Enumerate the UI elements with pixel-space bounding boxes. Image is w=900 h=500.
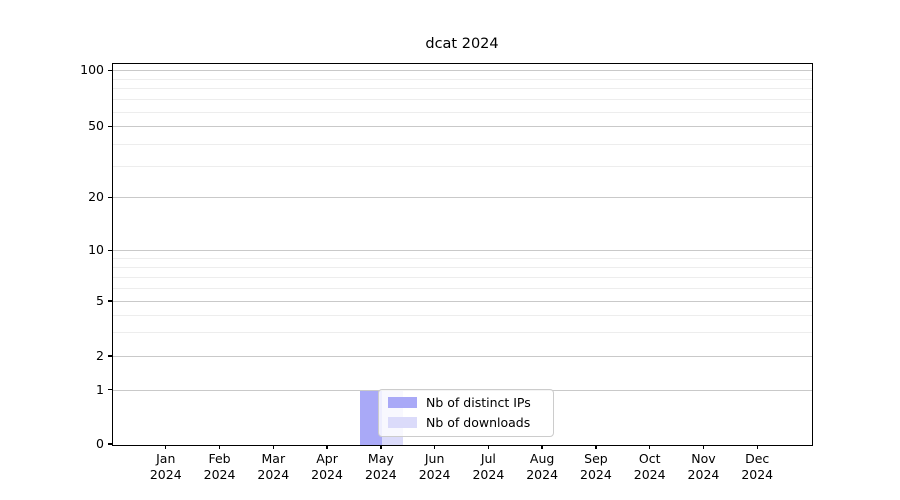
chart-title: dcat 2024 bbox=[425, 36, 499, 52]
x-tick-label: Oct 2024 bbox=[634, 451, 666, 482]
minor-gridline bbox=[113, 331, 812, 333]
x-tick-label: May 2024 bbox=[365, 451, 397, 482]
plot-area: Nb of distinct IPs Nb of downloads bbox=[112, 63, 813, 446]
x-tick-mark bbox=[433, 445, 436, 450]
minor-gridline bbox=[113, 88, 812, 90]
x-tick-mark bbox=[165, 445, 167, 450]
minor-gridline bbox=[113, 165, 812, 167]
legend-label: Nb of distinct IPs bbox=[426, 395, 531, 410]
major-gridline bbox=[113, 70, 812, 72]
x-tick-year: 2024 bbox=[203, 466, 236, 482]
x-tick-year: 2024 bbox=[364, 466, 397, 482]
x-tick-mark bbox=[272, 445, 274, 450]
x-tick-label: Apr 2024 bbox=[311, 451, 343, 482]
x-tick-month: Apr bbox=[316, 451, 338, 466]
x-tick-mark bbox=[218, 445, 221, 450]
x-tick-month: Dec bbox=[745, 451, 770, 466]
x-tick-year: 2024 bbox=[633, 466, 666, 482]
y-tick-mark bbox=[107, 125, 112, 128]
y-tick-mark bbox=[107, 300, 112, 302]
y-tick-label: 20 bbox=[88, 189, 104, 205]
x-tick-month: Jan bbox=[156, 451, 176, 466]
x-tick-label: Mar 2024 bbox=[257, 451, 289, 482]
minor-gridline bbox=[113, 111, 812, 113]
x-tick-label: Feb 2024 bbox=[204, 451, 236, 482]
x-tick-year: 2024 bbox=[580, 466, 612, 482]
x-tick-month: Nov bbox=[691, 451, 716, 466]
x-tick-label: Jan 2024 bbox=[150, 451, 182, 482]
major-gridline bbox=[113, 197, 812, 199]
x-tick-year: 2024 bbox=[687, 466, 720, 482]
y-tick-label: 5 bbox=[96, 293, 104, 309]
x-tick-label: Jul 2024 bbox=[472, 451, 504, 482]
x-tick-month: Mar bbox=[261, 451, 286, 466]
minor-gridline bbox=[113, 78, 812, 80]
x-tick-month: Sep bbox=[584, 451, 608, 466]
x-tick-label: Jun 2024 bbox=[419, 451, 451, 482]
y-tick-mark bbox=[107, 196, 112, 199]
y-tick-label: 0 bbox=[96, 436, 104, 451]
x-tick-year: 2024 bbox=[472, 466, 505, 482]
x-tick-mark bbox=[648, 445, 651, 450]
major-gridline bbox=[113, 250, 812, 252]
x-tick-year: 2024 bbox=[418, 466, 451, 482]
x-tick-year: 2024 bbox=[526, 466, 559, 482]
y-tick-mark bbox=[107, 249, 112, 252]
x-tick-mark bbox=[326, 445, 328, 450]
minor-gridline bbox=[113, 287, 812, 289]
y-tick-label: 100 bbox=[80, 62, 104, 78]
x-tick-month: Jul bbox=[480, 451, 496, 466]
legend-item: Nb of distinct IPs bbox=[388, 395, 544, 410]
x-tick-year: 2024 bbox=[311, 466, 343, 482]
x-tick-label: Dec 2024 bbox=[741, 451, 773, 482]
x-tick-label: Nov 2024 bbox=[688, 451, 720, 482]
legend-item: Nb of downloads bbox=[388, 415, 544, 430]
y-tick-label: 50 bbox=[88, 118, 104, 134]
minor-gridline bbox=[113, 276, 812, 278]
minor-gridline bbox=[113, 143, 812, 145]
legend-swatch-downloads bbox=[388, 417, 417, 428]
x-tick-month: Aug bbox=[529, 451, 555, 466]
y-tick-label: 1 bbox=[96, 381, 104, 397]
minor-gridline bbox=[113, 258, 812, 260]
y-tick-mark bbox=[107, 443, 112, 445]
x-tick-mark bbox=[702, 445, 705, 450]
x-tick-year: 2024 bbox=[741, 466, 774, 482]
minor-gridline bbox=[113, 266, 812, 268]
y-tick-mark bbox=[107, 355, 112, 357]
x-tick-year: 2024 bbox=[257, 466, 290, 482]
x-tick-year: 2024 bbox=[149, 466, 182, 482]
minor-gridline bbox=[113, 99, 812, 101]
major-gridline bbox=[113, 356, 812, 358]
major-gridline bbox=[113, 126, 812, 128]
x-tick-label: Aug 2024 bbox=[526, 451, 558, 482]
x-tick-month: Feb bbox=[208, 451, 231, 466]
x-tick-mark bbox=[487, 445, 490, 450]
y-tick-mark bbox=[107, 388, 112, 391]
y-tick-label: 2 bbox=[96, 348, 104, 364]
x-tick-mark bbox=[541, 445, 543, 450]
x-tick-month: May bbox=[367, 451, 394, 466]
x-tick-mark bbox=[756, 445, 758, 450]
x-tick-mark bbox=[380, 445, 382, 450]
legend: Nb of distinct IPs Nb of downloads bbox=[378, 389, 554, 437]
major-gridline bbox=[113, 301, 812, 303]
legend-label: Nb of downloads bbox=[426, 415, 531, 430]
x-tick-month: Jun bbox=[424, 451, 445, 466]
legend-swatch-distinct-ips bbox=[388, 397, 417, 408]
x-tick-month: Oct bbox=[638, 451, 661, 466]
x-tick-mark bbox=[595, 445, 597, 450]
minor-gridline bbox=[113, 314, 812, 316]
x-tick-label: Sep 2024 bbox=[580, 451, 612, 482]
y-tick-label: 10 bbox=[88, 242, 104, 258]
y-tick-mark bbox=[107, 69, 112, 71]
bar-nb-of-distinct-ips bbox=[360, 390, 382, 445]
